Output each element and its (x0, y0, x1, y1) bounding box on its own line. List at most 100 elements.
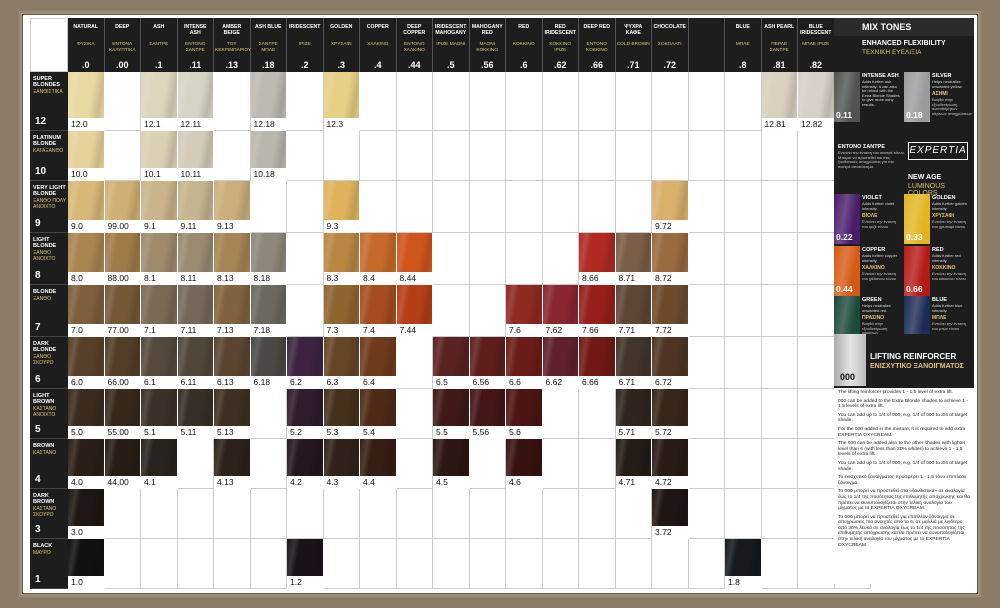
empty-cell (433, 539, 470, 589)
column-name-greek: ΕΝΤΟΝΑ ΚΑΛΥΠΤΙΚΑ (108, 42, 136, 53)
shade-label: 12.0 (68, 118, 104, 130)
empty-cell (798, 181, 835, 233)
level-number: 4 (35, 474, 41, 485)
shade-swatch: 8.13 (214, 233, 250, 284)
empty-cell (506, 72, 543, 131)
level-header: DARK BROWN ΚΑΣΤΑΝΟ ΣΚΟΥΡΟ 3 (30, 489, 68, 539)
shade-swatch: 4.72 (652, 439, 688, 488)
empty-cell (798, 337, 835, 389)
mix-tone-description-greek: Εντείνει την ένταση του χρυσαφί τόνου (932, 219, 966, 229)
shade-swatch: 6.6 (506, 337, 542, 388)
empty-cell (798, 233, 835, 285)
level-name: LIGHT BROWN (33, 393, 55, 405)
shade-swatch: 7.72 (652, 285, 688, 336)
column-name: CHOCOLATE (653, 24, 686, 30)
shade-swatch: 10.1 (141, 131, 177, 180)
shade-swatch: 6.1 (141, 337, 177, 388)
column-name: ASH PEARL (764, 24, 795, 30)
column-code: .8 (738, 60, 747, 70)
entono-title: ΕΝΤΟΝΟ ΣΑΝΤΡΕ (838, 144, 885, 150)
column-header: ASH PEARL ΠΕΡΛΕ ΣΑΝΤΡΕ .81 (761, 18, 798, 72)
level-number: 8 (35, 270, 41, 281)
column-header: MAHOGANY RED ΜΑΟΝΙ ΚΟΚΚΙΝΟ .56 (469, 18, 506, 72)
shade-label: 5.2 (287, 426, 323, 438)
shade-swatch: 5.0 (68, 389, 104, 438)
empty-cell (506, 233, 543, 285)
mix-tone-description-greek: Εντείνει την ένταση του χάλκινου τόνου (862, 271, 896, 281)
shade-label: 6.56 (469, 376, 505, 388)
level-name-greek: ΚΑΤΑΞΑΝΘΟ (33, 148, 64, 154)
column-name: AMBER BEIGE (222, 24, 242, 36)
lifting-title-greek: ΕΝΙΣΧΥΤΙΚΟ ΞΑΝΟΙΓΜΑΤΟΣ (870, 363, 964, 370)
instruction-paragraph: For the 000 added in the mixture, it is … (838, 426, 966, 438)
level-number: 1 (35, 574, 41, 585)
new-age-label: NEW AGE (908, 174, 942, 181)
empty-cell (725, 489, 762, 539)
shade-swatch: 5.6 (506, 389, 542, 438)
empty-cell (104, 72, 141, 131)
shade-swatch: 1.0 (68, 539, 104, 588)
empty-cell (542, 539, 579, 589)
empty-cell (542, 131, 579, 181)
shade-swatch: 9.0 (68, 181, 104, 232)
empty-cell (396, 72, 433, 131)
empty-cell (469, 233, 506, 285)
shade-swatch: 10.0 (68, 131, 104, 180)
mix-tone-swatch: 0.22 (834, 194, 860, 244)
empty-cell (688, 337, 725, 389)
empty-cell (761, 337, 798, 389)
empty-cell (688, 131, 725, 181)
level-name-greek: ΞΑΝΘΟ ΠΟΛΥ ΑΝΟΙΧΤΟ (33, 198, 66, 210)
column-code: .1 (154, 60, 163, 70)
lifting-title: LIFTING REINFORCER (870, 352, 957, 361)
shade-label: 4.72 (652, 476, 688, 488)
shade-swatch: 6.3 (323, 337, 359, 388)
column-name: GOLDEN (330, 24, 353, 30)
shade-swatch: 4.0 (68, 439, 104, 488)
shade-swatch: 6.13 (214, 337, 250, 388)
mix-tone-name: BLUE (932, 297, 947, 303)
level-header: BLONDE ΞΑΝΘΟ 7 (30, 285, 68, 337)
level-name: DARK BROWN (33, 493, 55, 505)
empty-cell (688, 489, 725, 539)
shade-swatch: 10.11 (177, 131, 213, 180)
shade-label: 5.72 (652, 426, 688, 438)
shade-label: 5.3 (323, 426, 359, 438)
shade-label: 6.3 (323, 376, 359, 388)
column-header: ASH BLUE ΣΑΝΤΡΕ ΜΠΛΕ .18 (250, 18, 287, 72)
instruction-paragraph: The lifting reinforcer provides 1 - 1,5 … (838, 390, 953, 395)
shade-label: 7.1 (141, 324, 177, 336)
empty-cell (250, 539, 287, 589)
shade-label: 8.71 (615, 272, 651, 284)
shade-label: 7.66 (579, 324, 615, 336)
enhanced-flexibility-title: ENHANCED FLEXIBILITY (862, 40, 946, 47)
mix-tone-description: Adds further red intensity. (932, 253, 961, 263)
lifting-swatch: 000 (834, 334, 866, 386)
empty-cell (396, 131, 433, 181)
instruction-paragraph: The 000 can be added also to the other s… (838, 441, 966, 458)
column-name-greek: ΜΑΟΝΙ ΚΟΚΚΙΝΟ (476, 42, 499, 53)
mix-tone-name-greek: ΧΑΛΚΙΝΟ (862, 265, 885, 271)
column-name: IRIDESCENT (289, 24, 321, 30)
shade-label: 6.1 (141, 376, 177, 388)
column-code: .71 (626, 60, 640, 70)
instruction-paragraph: 000 can be added to the Extra Blonde sha… (838, 398, 968, 410)
column-code: .00 (115, 60, 129, 70)
level-number: 3 (35, 524, 41, 535)
empty-cell (761, 131, 798, 181)
mix-tone-code: 0.11 (836, 110, 853, 120)
column-name-greek: ΕΝΤΟΝΟ ΧΑΛΚΙΝΟ (403, 42, 425, 53)
empty-cell (250, 489, 287, 539)
column-code: .5 (446, 60, 455, 70)
empty-cell (104, 489, 141, 539)
column-header: COPPER ΧΑΛΚΙΝΟ .4 (360, 18, 397, 72)
column-name-greek: ΙΡΙΖΕ ΜΑΟΝΙ (436, 42, 466, 47)
empty-cell (214, 539, 251, 589)
empty-cell (688, 233, 725, 285)
shade-label: 7.62 (542, 324, 578, 336)
level-name-greek: ΞΑΝΘΟ ΣΚΟΥΡΟ (33, 354, 54, 366)
column-name: ASH (153, 24, 165, 30)
empty-cell (615, 72, 652, 131)
shade-label: 3.72 (652, 526, 688, 538)
shade-label: 66.00 (104, 376, 140, 388)
